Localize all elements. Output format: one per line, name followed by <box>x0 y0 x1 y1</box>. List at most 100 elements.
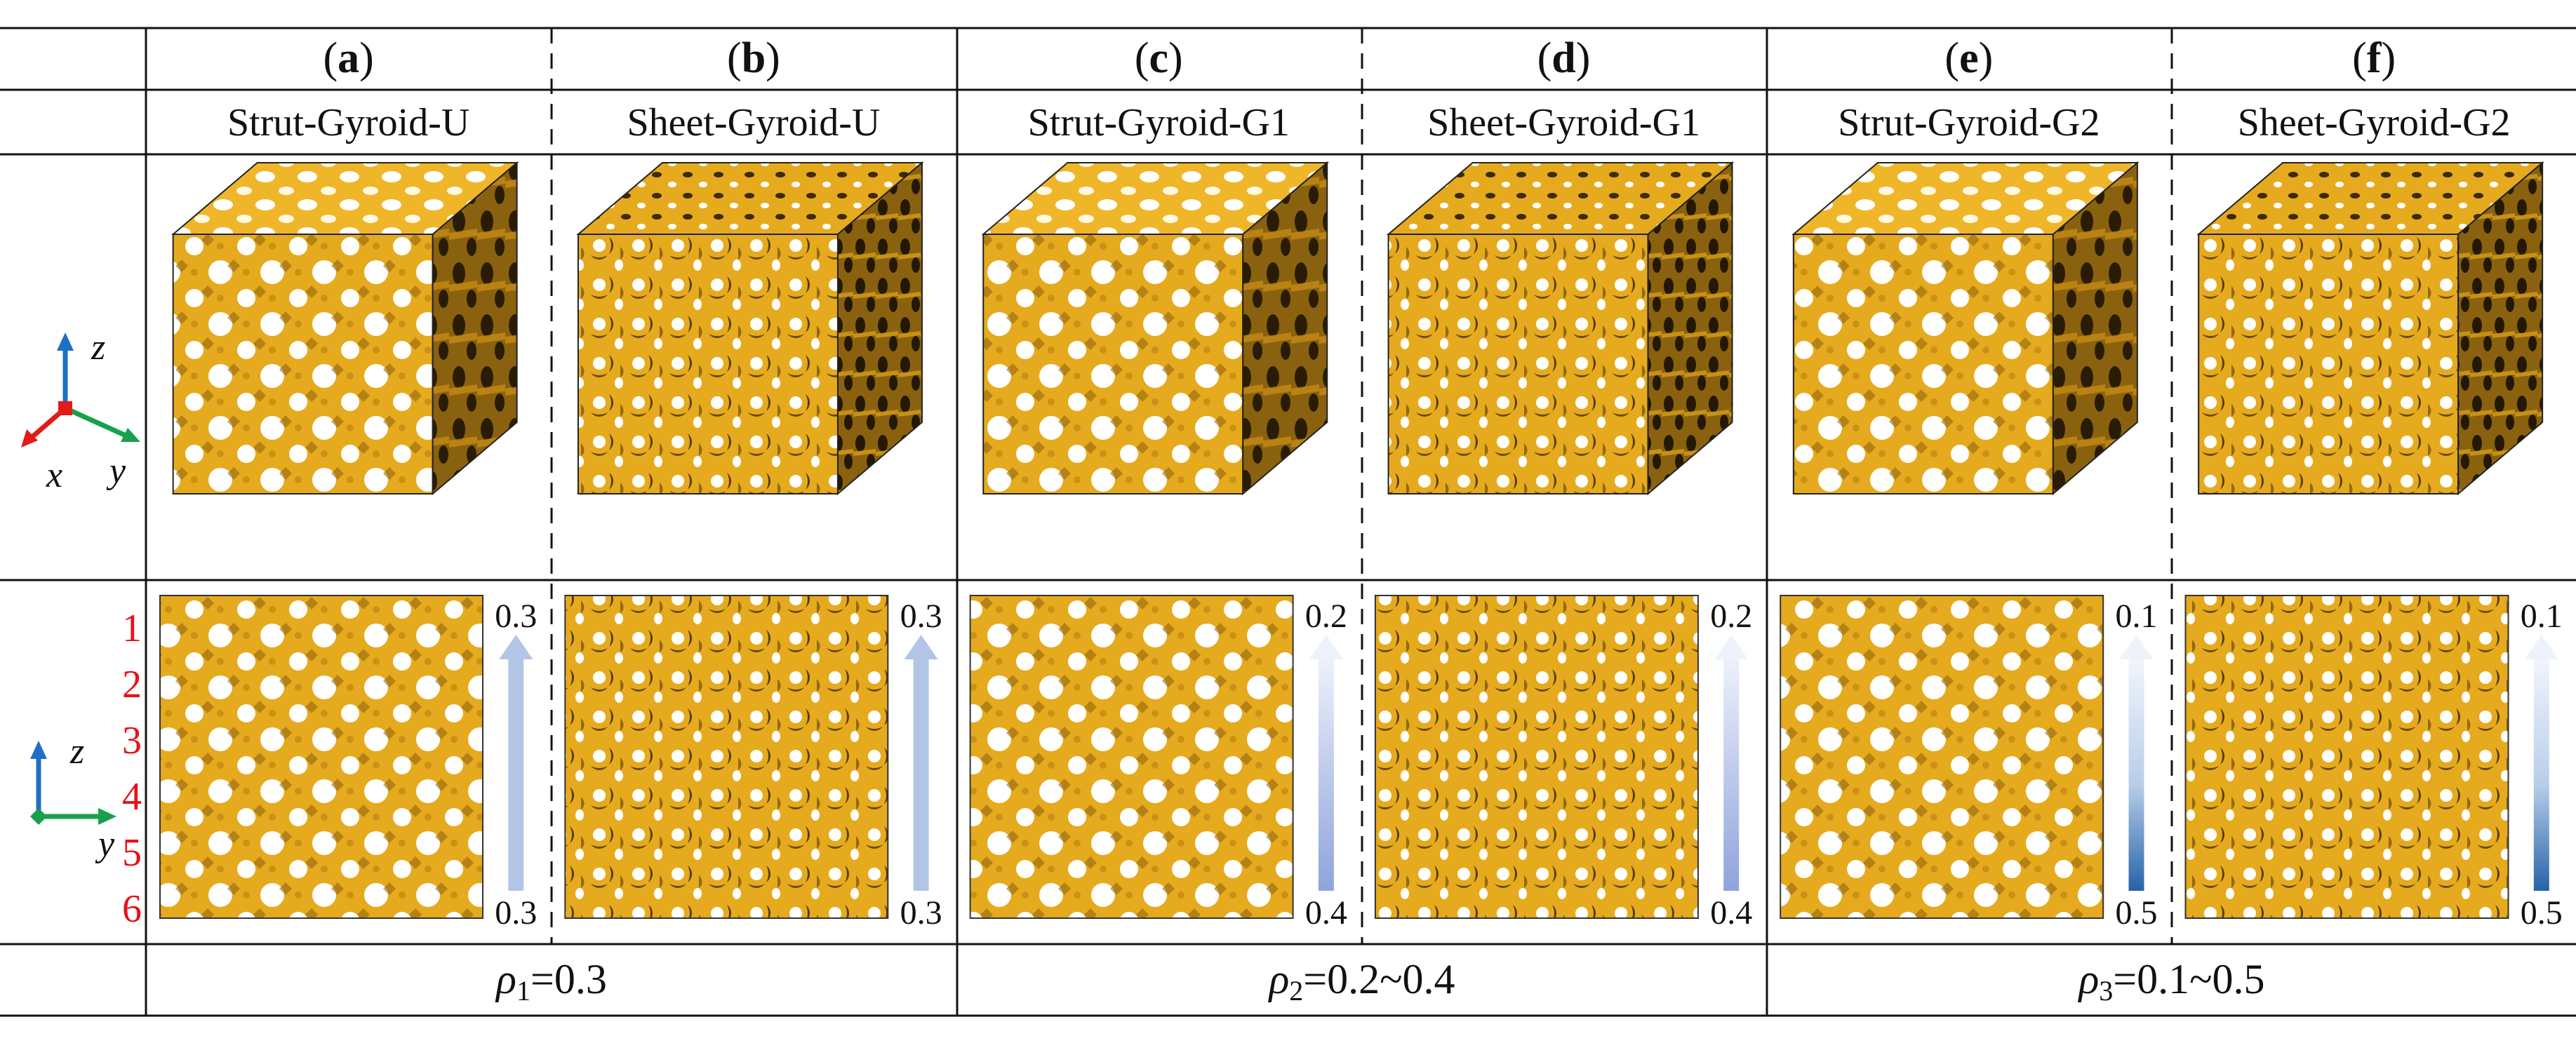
rho-symbol: ρ <box>1269 956 1290 1002</box>
cube-front-face <box>1387 234 1649 494</box>
scale-top-value-c: 0.2 <box>1304 598 1347 635</box>
front-views <box>159 595 2509 919</box>
x-axis-arrowhead <box>21 429 38 448</box>
z-axis-arrowhead <box>57 332 74 351</box>
density-label-1: ρ1=0.3 <box>341 956 762 1005</box>
cube-side-face <box>1242 161 1328 496</box>
panel-letter: a <box>338 34 360 82</box>
cube-side-face <box>2457 161 2544 496</box>
y-axis-2d-arrowhead <box>98 808 116 825</box>
axis-label-y-3d: y <box>109 451 126 491</box>
scale-arrow-e <box>2119 635 2154 891</box>
panel-label-c: (c) <box>1134 34 1183 82</box>
rho-value: =0.1~0.5 <box>2113 956 2265 1002</box>
front-view-d <box>1374 595 1699 919</box>
z-axis-2d-arrowhead <box>30 741 47 759</box>
rho-value: =0.3 <box>530 956 607 1002</box>
axis-triad-2d <box>30 741 116 825</box>
row-number-6: 6 <box>122 887 142 931</box>
scale-bottom-value-b: 0.3 <box>900 894 942 931</box>
scale-arrow-shaft <box>913 656 929 891</box>
cube-renders <box>171 161 2544 496</box>
density-label-3: ρ3=0.1~0.5 <box>1961 956 2382 1005</box>
cube-front-face <box>172 234 434 494</box>
y-axis-arrowhead <box>121 428 140 442</box>
panel-letter: d <box>1551 34 1576 82</box>
structure-name-e: Strut-Gyroid-G2 <box>1838 101 2100 144</box>
panel-label-d: (d) <box>1537 34 1591 82</box>
cube-front-face <box>577 234 839 494</box>
front-view-b <box>564 595 889 919</box>
origin-marker <box>58 401 72 415</box>
y-axis-arrow <box>64 405 132 440</box>
panel-label-a: (a) <box>323 34 374 82</box>
front-view-a <box>159 595 483 919</box>
front-view-c <box>969 595 1294 919</box>
structure-name-d: Sheet-Gyroid-G1 <box>1427 101 1700 144</box>
scale-top-value-b: 0.3 <box>900 598 942 635</box>
cube-front-face <box>1792 234 2054 494</box>
scale-top-value-a: 0.3 <box>495 598 538 635</box>
axis-label-z-3d: z <box>91 328 106 368</box>
structure-name-c: Strut-Gyroid-G1 <box>1027 101 1290 144</box>
scale-arrow-head <box>2119 635 2154 659</box>
rho-symbol: ρ <box>496 956 516 1002</box>
rho-subscript: 2 <box>1289 975 1304 1007</box>
scale-arrow-d <box>1714 635 1749 891</box>
panel-letter: f <box>2366 34 2382 82</box>
scale-arrow-shaft <box>508 656 524 891</box>
panel-letter: e <box>1959 34 1979 82</box>
scale-arrow-shaft <box>1723 656 1740 891</box>
axis-label-y-2d: y <box>98 824 115 864</box>
scale-arrow-shaft <box>2128 656 2144 891</box>
cube-render-e <box>1791 161 2140 496</box>
axis-label-x-3d: x <box>46 455 63 495</box>
scale-bottom-value-c: 0.4 <box>1304 894 1347 931</box>
rho-subscript: 3 <box>2099 975 2114 1007</box>
rho-value: =0.2~0.4 <box>1303 956 1455 1002</box>
cube-render-f <box>2196 161 2544 496</box>
scale-arrow-b <box>904 635 938 891</box>
axis-label-z-2d: z <box>70 732 85 772</box>
cube-render-c <box>981 161 1329 496</box>
row-number-2: 2 <box>122 663 142 706</box>
scale-arrow-f <box>2524 635 2558 891</box>
panel-label-b: (b) <box>727 34 780 82</box>
table-grid <box>0 27 2576 1017</box>
panel-label-e: (e) <box>1944 34 1994 82</box>
row-number-4: 4 <box>122 775 142 819</box>
scale-arrow-a <box>499 635 533 891</box>
cube-side-face <box>1647 161 1733 496</box>
origin-2d-marker <box>30 808 47 825</box>
structure-name-a: Strut-Gyroid-U <box>227 101 470 144</box>
scale-bottom-value-d: 0.4 <box>1710 894 1753 931</box>
axis-triad-3d <box>21 332 140 448</box>
panel-letter: b <box>741 34 766 82</box>
scale-bottom-value-a: 0.3 <box>495 894 538 931</box>
panel-letter: c <box>1149 34 1169 82</box>
scale-arrow-head <box>1714 635 1749 659</box>
scale-arrow-shaft <box>1318 656 1334 891</box>
cube-render-a <box>171 161 519 496</box>
structure-name-b: Sheet-Gyroid-U <box>627 101 881 144</box>
scale-arrow-head <box>2524 635 2558 659</box>
front-view-f <box>2184 595 2509 919</box>
scale-top-value-f: 0.1 <box>2520 598 2563 635</box>
scale-top-value-e: 0.1 <box>2115 598 2158 635</box>
cube-side-face <box>836 161 923 496</box>
scale-arrow-shaft <box>2533 656 2549 891</box>
cube-front-face <box>2198 234 2460 494</box>
scale-bottom-value-f: 0.5 <box>2520 894 2563 931</box>
scale-bottom-value-e: 0.5 <box>2115 894 2158 931</box>
scale-arrow-c <box>1309 635 1343 891</box>
scale-top-value-d: 0.2 <box>1710 598 1753 635</box>
density-label-2: ρ2=0.2~0.4 <box>1152 956 1573 1005</box>
scale-arrows <box>499 635 2558 891</box>
rho-symbol: ρ <box>2078 956 2100 1002</box>
cube-render-d <box>1386 161 1735 496</box>
cube-side-face <box>2052 161 2138 496</box>
rho-subscript: 1 <box>516 975 530 1007</box>
row-number-1: 1 <box>122 607 142 650</box>
scale-arrow-head <box>1309 635 1343 659</box>
